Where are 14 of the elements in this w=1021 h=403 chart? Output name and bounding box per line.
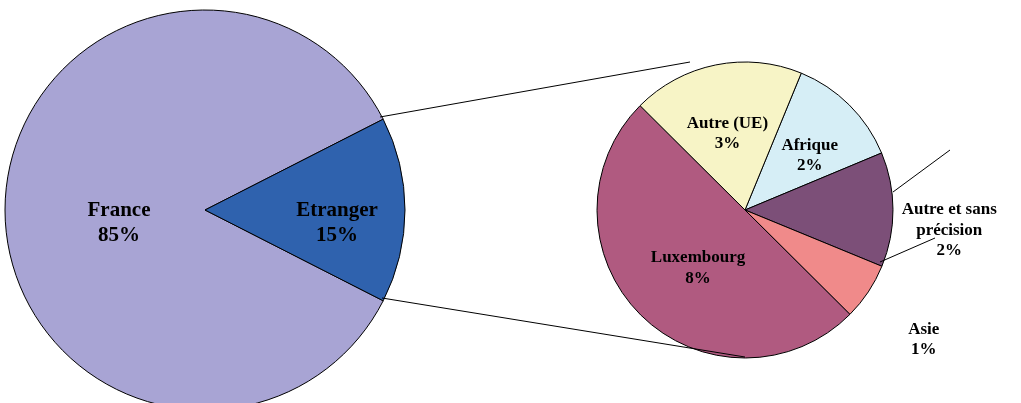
- slice-label: Etranger: [296, 197, 378, 221]
- data-label: 2%: [796, 155, 823, 175]
- data-label: 2%: [936, 240, 962, 260]
- slice-label: Asie: [908, 318, 940, 338]
- data-label: 15%: [316, 222, 358, 247]
- slice-label: Autre et sans précision: [901, 199, 998, 239]
- slice-label: Afrique: [781, 134, 839, 154]
- data-label: 1%: [911, 339, 937, 359]
- data-label: 8%: [685, 267, 711, 287]
- slice-label: France: [87, 197, 151, 221]
- slice-label: Autre (UE): [686, 112, 769, 132]
- slice-label: Luxembourg: [650, 247, 746, 267]
- data-label: 3%: [714, 133, 741, 153]
- data-label: 85%: [98, 222, 140, 247]
